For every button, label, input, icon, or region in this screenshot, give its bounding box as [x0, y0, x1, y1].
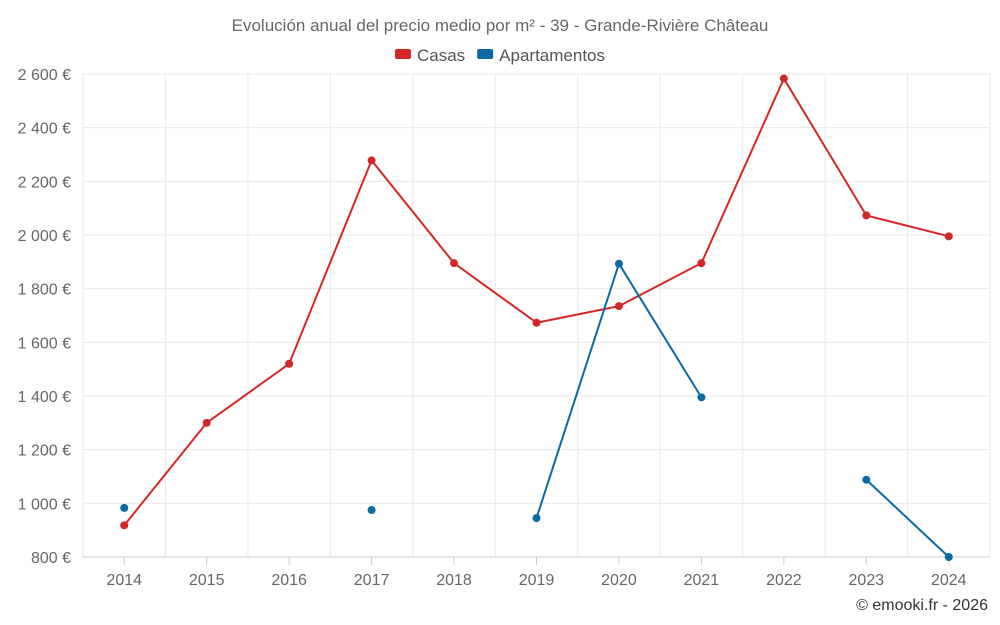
credit-label: © emooki.fr - 2026: [856, 597, 988, 614]
data-point-casas[interactable]: [285, 359, 294, 368]
x-axis: 2014 2015 2016 2017 2018 2019 2020 2021 2022 2023…: [83, 556, 990, 589]
legend-item-casas[interactable]: Casas: [394, 46, 465, 65]
data-point-apartamentos[interactable]: [697, 393, 706, 402]
data-point-casas[interactable]: [779, 74, 788, 83]
series-line-apartamentos: [535, 262, 703, 519]
data-point-casas[interactable]: [862, 211, 871, 220]
chart-title: Evolución anual del precio medio por m² …: [232, 16, 769, 35]
y-axis: 800 € 1 000 € 1 200 € 1 400 € 1 600 € 1 800 €…: [18, 67, 71, 567]
x-tick-label: 2018: [436, 572, 472, 589]
data-point-casas[interactable]: [697, 259, 706, 268]
x-tick-label: 2024: [931, 572, 967, 589]
data-point-apartamentos[interactable]: [532, 514, 541, 523]
series-apartamentos: [120, 259, 953, 561]
data-point-apartamentos[interactable]: [862, 475, 871, 484]
x-tick-label: 2020: [601, 572, 637, 589]
x-tick-label: 2017: [354, 572, 390, 589]
y-tick-label: 2 600 €: [18, 67, 71, 84]
x-tick-label: 2022: [766, 572, 802, 589]
y-tick-label: 1 800 €: [18, 282, 71, 299]
x-tick-label: 2021: [684, 572, 720, 589]
y-tick-label: 2 400 €: [18, 121, 71, 138]
series-casas: [120, 74, 953, 530]
y-tick-label: 1 000 €: [18, 496, 71, 513]
data-point-casas[interactable]: [367, 156, 376, 165]
y-tick-label: 1 400 €: [18, 389, 71, 406]
legend-swatch-casas: [394, 49, 411, 59]
series-line-apartamentos: [865, 478, 950, 558]
legend-label: Apartamentos: [499, 46, 605, 65]
data-point-casas[interactable]: [614, 302, 623, 311]
data-point-casas[interactable]: [120, 521, 129, 530]
data-point-apartamentos[interactable]: [120, 503, 129, 512]
y-tick-label: 800 €: [31, 550, 71, 567]
y-tick-label: 1 200 €: [18, 443, 71, 460]
data-point-casas[interactable]: [450, 259, 459, 268]
legend-label: Casas: [417, 46, 465, 65]
grid: [82, 73, 991, 557]
data-point-apartamentos[interactable]: [614, 259, 623, 268]
series-layer: [120, 74, 953, 561]
y-tick-label: 2 200 €: [18, 174, 71, 191]
data-point-casas[interactable]: [944, 232, 953, 241]
x-tick-label: 2023: [849, 572, 885, 589]
x-tick-label: 2015: [189, 572, 225, 589]
x-tick-label: 2019: [519, 572, 555, 589]
data-point-apartamentos[interactable]: [367, 506, 376, 515]
y-tick-label: 1 600 €: [18, 335, 71, 352]
x-tick-label: 2014: [106, 572, 142, 589]
legend-item-apartamentos[interactable]: Apartamentos: [477, 46, 605, 65]
x-tick-label: 2016: [271, 572, 307, 589]
data-point-casas[interactable]: [532, 318, 541, 327]
legend: Casas Apartamentos: [394, 46, 605, 65]
data-point-casas[interactable]: [202, 418, 211, 427]
y-tick-label: 2 000 €: [18, 228, 71, 245]
legend-swatch-apartamentos: [477, 49, 494, 59]
data-point-apartamentos[interactable]: [944, 553, 953, 561]
